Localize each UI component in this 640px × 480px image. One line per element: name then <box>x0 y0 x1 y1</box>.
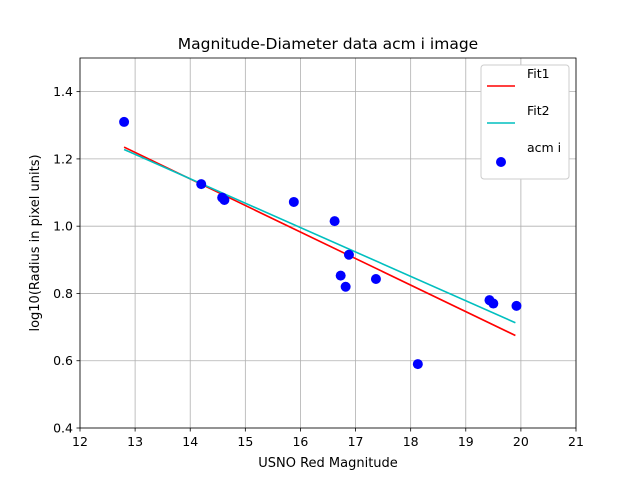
x-axis-label: USNO Red Magnitude <box>258 456 398 471</box>
x-tick-label: 13 <box>127 434 143 449</box>
y-tick-label: 1.0 <box>53 219 73 234</box>
axis-ticks: 12 13 14 15 16 17 18 19 20 21 0.4 0.6 0.8 1.0 1.2 1.4 <box>53 84 584 449</box>
legend-label: Fit1 <box>527 66 550 81</box>
y-tick-label: 1.2 <box>53 151 73 166</box>
data-point <box>119 116 130 127</box>
plot-frame <box>79 57 577 429</box>
data-point <box>196 179 207 190</box>
x-tick-label: 18 <box>403 434 419 449</box>
x-tick-label: 21 <box>568 434 584 449</box>
x-tick-label: 19 <box>458 434 474 449</box>
x-tick-label: 16 <box>292 434 308 449</box>
data-point <box>343 249 354 260</box>
legend: Fit1 Fit2 acm i <box>480 64 570 180</box>
y-tick-label: 0.6 <box>53 353 73 368</box>
legend-marker-points <box>496 157 506 167</box>
data-point <box>219 194 230 205</box>
x-tick-label: 20 <box>513 434 529 449</box>
data-point <box>288 196 299 207</box>
data-point <box>329 216 340 227</box>
fit-lines <box>123 146 516 337</box>
fit-line-fit2 <box>123 148 516 324</box>
y-tick-label: 1.4 <box>53 84 73 99</box>
data-point <box>412 359 423 370</box>
legend-label: Fit2 <box>527 103 550 118</box>
x-tick-label: 12 <box>72 434 88 449</box>
data-point <box>370 273 381 284</box>
legend-label: acm i <box>527 140 561 155</box>
legend-box <box>480 64 570 180</box>
x-tick-label: 15 <box>237 434 253 449</box>
y-tick-label: 0.8 <box>53 286 73 301</box>
y-axis-label: log10(Radius in pixel units) <box>28 154 43 331</box>
data-points <box>119 116 522 370</box>
chart-title: Magnitude-Diameter data acm i image <box>178 35 478 53</box>
x-tick-label: 17 <box>348 434 364 449</box>
data-point <box>488 298 499 309</box>
data-point <box>335 270 346 281</box>
data-point <box>511 300 522 311</box>
y-tick-label: 0.4 <box>53 421 73 436</box>
x-tick-label: 14 <box>182 434 198 449</box>
data-point <box>340 281 351 292</box>
